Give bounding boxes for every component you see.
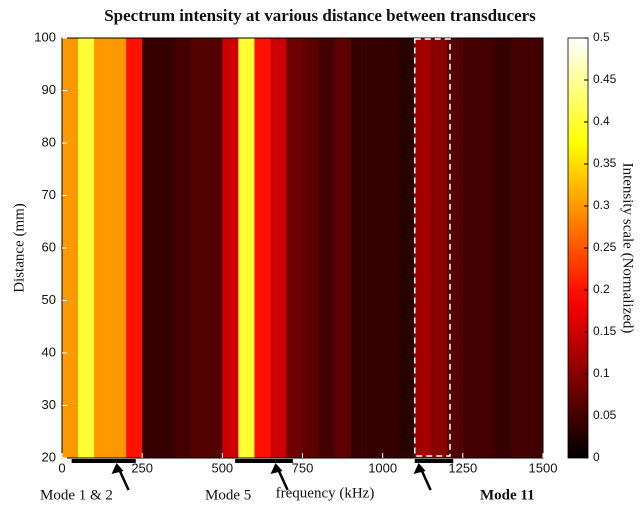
heatmap-cell xyxy=(414,38,432,458)
y-tick-label: 90 xyxy=(42,82,56,97)
colorbar-tick-label: 0.3 xyxy=(593,198,610,212)
mode-label: Mode 5 xyxy=(205,487,251,503)
heatmap-cell xyxy=(174,38,191,458)
heatmap-cell xyxy=(526,38,544,458)
heatmap-cell xyxy=(350,38,367,458)
y-axis-label: Distance (mm) xyxy=(11,203,27,293)
heatmap-cell xyxy=(318,38,335,458)
heatmap-cell xyxy=(78,38,95,458)
y-tick-label: 50 xyxy=(42,292,56,307)
x-tick-label: 750 xyxy=(292,460,314,475)
arrow-head xyxy=(111,463,124,474)
colorbar-tick-label: 0.4 xyxy=(593,114,610,128)
heatmap-cell xyxy=(206,38,223,458)
colorbar-tick-label: 0.5 xyxy=(593,30,610,44)
heatmap-cell xyxy=(238,38,255,458)
heatmap-cell xyxy=(366,38,383,458)
heatmap-cell xyxy=(142,38,159,458)
heatmap-cell xyxy=(190,38,207,458)
x-axis-label: frequency (kHz) xyxy=(276,485,375,501)
y-tick-label: 40 xyxy=(42,344,56,359)
chart-title: Spectrum intensity at various distance b… xyxy=(104,6,536,25)
heatmap-cell xyxy=(222,38,239,458)
heatmap-cell xyxy=(334,38,351,458)
y-tick-label: 60 xyxy=(42,239,56,254)
colorbar-tick-label: 0.05 xyxy=(593,408,617,422)
heatmap-cell xyxy=(254,38,271,458)
x-tick-label: 1250 xyxy=(448,460,477,475)
heatmap-cell xyxy=(270,38,287,458)
heatmap-cell xyxy=(382,38,399,458)
y-tick-label: 70 xyxy=(42,187,56,202)
heatmap-cell xyxy=(494,38,512,458)
colorbar-tick-label: 0.45 xyxy=(593,72,617,86)
heatmap-cell xyxy=(446,38,464,458)
colorbar-tick-label: 0.25 xyxy=(593,240,617,254)
arrow-head xyxy=(270,463,283,474)
heatmap-cell xyxy=(510,38,528,458)
y-tick-label: 100 xyxy=(34,29,56,44)
colorbar-tick-label: 0.1 xyxy=(593,366,610,380)
heatmap-cell xyxy=(94,38,111,458)
colorbar-tick-label: 0.2 xyxy=(593,282,610,296)
heatmap-cell xyxy=(430,38,448,458)
heatmap-cell xyxy=(398,38,416,458)
x-tick-label: 1000 xyxy=(368,460,397,475)
colorbar-tick-label: 0.15 xyxy=(593,324,617,338)
mode-label: Mode 11 xyxy=(480,487,535,503)
y-tick-label: 30 xyxy=(42,397,56,412)
heatmap-cell xyxy=(302,38,319,458)
colorbar-tick-label: 0 xyxy=(593,450,600,464)
heatmap-cell xyxy=(110,38,127,458)
x-tick-label: 500 xyxy=(211,460,233,475)
x-tick-label: 0 xyxy=(58,460,65,475)
highlight-box xyxy=(413,38,451,457)
heatmap-cell xyxy=(478,38,496,458)
mode-label: Mode 1 & 2 xyxy=(40,487,113,503)
colorbar-tick-label: 0.35 xyxy=(593,156,617,170)
heatmap-cell xyxy=(462,38,480,458)
heatmap-cell xyxy=(126,38,143,458)
heatmap-cell xyxy=(158,38,175,458)
heatmap-cell xyxy=(286,38,303,458)
x-tick-label: 1500 xyxy=(529,460,558,475)
colorbar-label: Intensity scale (Normalized) xyxy=(620,163,636,334)
arrow-head xyxy=(413,463,426,474)
x-tick-label: 250 xyxy=(131,460,153,475)
y-tick-label: 80 xyxy=(42,134,56,149)
y-tick-label: 20 xyxy=(42,449,56,464)
